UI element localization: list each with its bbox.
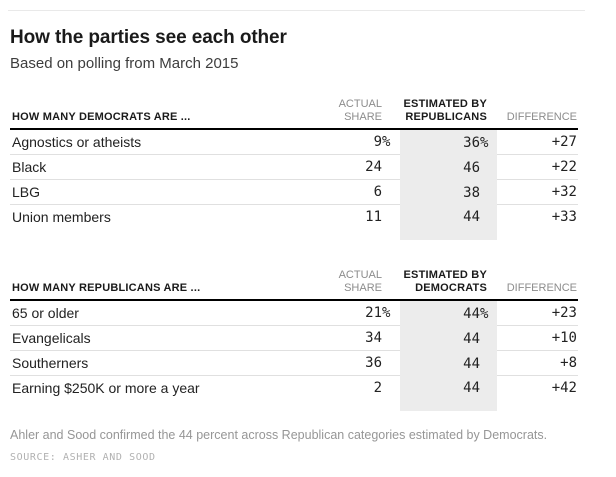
col-header-difference: DIFFERENCE xyxy=(497,269,578,301)
source-line: SOURCE: ASHER AND SOOD xyxy=(10,452,156,463)
gap-cell xyxy=(390,180,400,205)
table-row: Agnostics or atheists 9% 36% +27 xyxy=(10,130,578,155)
highlight-band-tail xyxy=(10,229,578,240)
actual-share-value: 2 xyxy=(373,380,382,396)
col-header-actual-share: ACTUAL SHARE xyxy=(322,98,390,130)
col-header-gap xyxy=(390,269,400,301)
col-header-actual-line2: SHARE xyxy=(344,111,382,123)
highlight-band-tail xyxy=(10,400,578,411)
difference-value: +42 xyxy=(551,380,577,396)
difference-value: +8 xyxy=(497,351,578,376)
difference-value: +10 xyxy=(497,326,578,351)
table-header-row: HOW MANY REPUBLICANS ARE ... ACTUAL SHAR… xyxy=(10,269,578,301)
col-header-row-label: HOW MANY DEMOCRATS ARE ... xyxy=(10,98,322,130)
col-header-actual-line1: ACTUAL xyxy=(338,98,382,110)
gap-cell xyxy=(390,351,400,376)
table-row: Earning $250K or more a year 2 44 +42 xyxy=(10,376,578,400)
row-label: Evangelicals xyxy=(10,326,322,351)
col-header-actual-line1: ACTUAL xyxy=(338,269,382,281)
col-header-actual-line2: SHARE xyxy=(344,282,382,294)
row-label: Southerners xyxy=(10,351,322,376)
estimated-value: 44 xyxy=(400,205,497,229)
row-label: 65 or older xyxy=(10,301,322,326)
difference-value: +32 xyxy=(497,180,578,205)
page-subtitle: Based on polling from March 2015 xyxy=(10,55,239,72)
actual-share-value: 21% xyxy=(322,301,390,326)
col-header-estimated-line2: DEMOCRATS xyxy=(415,282,487,294)
estimated-value: 46 xyxy=(400,155,497,180)
col-header-gap xyxy=(390,98,400,130)
footnote: Ahler and Sood confirmed the 44 percent … xyxy=(10,428,548,442)
col-header-actual-share: ACTUAL SHARE xyxy=(322,269,390,301)
difference-value: +27 xyxy=(497,130,578,155)
col-header-estimated-line2: REPUBLICANS xyxy=(405,111,487,123)
col-header-difference: DIFFERENCE xyxy=(497,98,578,130)
actual-share-value: 24 xyxy=(322,155,390,180)
col-header-estimated-line1: ESTIMATED BY xyxy=(403,98,487,110)
gap-cell xyxy=(390,326,400,351)
actual-share-value: 9% xyxy=(322,130,390,155)
col-header-estimated-by: ESTIMATED BY DEMOCRATS xyxy=(400,269,497,301)
gap-cell xyxy=(390,376,400,400)
estimated-value: 38 xyxy=(400,180,497,205)
actual-share-value: 36 xyxy=(322,351,390,376)
page-title: How the parties see each other xyxy=(10,27,287,48)
estimated-value: 44 xyxy=(400,351,497,376)
difference-value: +22 xyxy=(497,155,578,180)
col-header-row-label: HOW MANY REPUBLICANS ARE ... xyxy=(10,269,322,301)
difference-value: +23 xyxy=(497,301,578,326)
table-row: Union members 11 44 +33 xyxy=(10,205,578,229)
table-democrats: HOW MANY DEMOCRATS ARE ... ACTUAL SHARE … xyxy=(10,98,578,240)
table-republicans: HOW MANY REPUBLICANS ARE ... ACTUAL SHAR… xyxy=(10,269,578,411)
gap-cell xyxy=(390,130,400,155)
estimated-value: 44 xyxy=(400,376,497,400)
col-header-estimated-line1: ESTIMATED BY xyxy=(403,269,487,281)
table-row: 65 or older 21% 44% +23 xyxy=(10,301,578,326)
row-label: Earning $250K or more a year xyxy=(12,380,200,396)
row-label: Agnostics or atheists xyxy=(10,130,322,155)
col-header-estimated-by: ESTIMATED BY REPUBLICANS xyxy=(400,98,497,130)
row-label: Union members xyxy=(12,209,111,225)
actual-share-value: 6 xyxy=(322,180,390,205)
actual-share-value: 11 xyxy=(365,209,382,225)
estimated-value: 44% xyxy=(400,301,497,326)
gap-cell xyxy=(390,301,400,326)
row-label: Black xyxy=(10,155,322,180)
difference-value: +33 xyxy=(551,209,577,225)
table-row: Black 24 46 +22 xyxy=(10,155,578,180)
table-header-row: HOW MANY DEMOCRATS ARE ... ACTUAL SHARE … xyxy=(10,98,578,130)
gap-cell xyxy=(390,205,400,229)
top-divider xyxy=(8,10,585,11)
estimated-value: 44 xyxy=(400,326,497,351)
estimated-value: 36% xyxy=(400,130,497,155)
row-label: LBG xyxy=(10,180,322,205)
actual-share-value: 34 xyxy=(322,326,390,351)
gap-cell xyxy=(390,155,400,180)
table-row: Evangelicals 34 44 +10 xyxy=(10,326,578,351)
table-row: Southerners 36 44 +8 xyxy=(10,351,578,376)
table-row: LBG 6 38 +32 xyxy=(10,180,578,205)
